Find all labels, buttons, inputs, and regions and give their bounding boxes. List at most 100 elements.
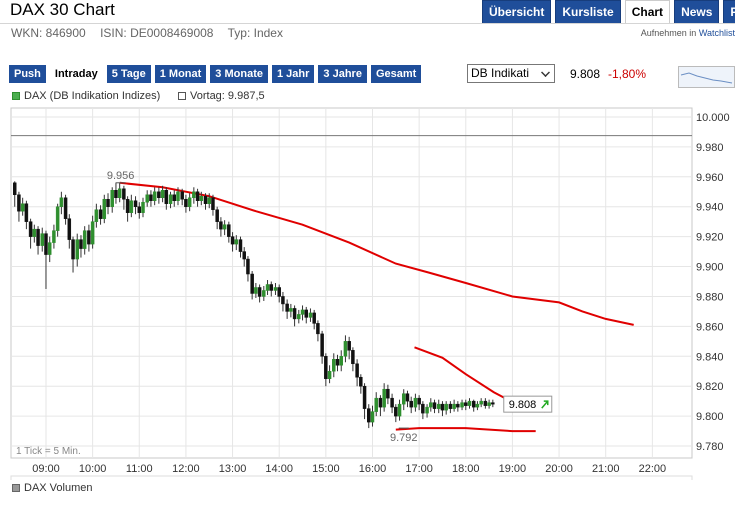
candle-body [378, 397, 383, 408]
candle-body [491, 402, 495, 405]
y-tick-label: 9.840 [696, 351, 724, 363]
candle-body [413, 397, 418, 408]
range-push[interactable]: Push [9, 65, 46, 83]
candle-body [238, 239, 243, 252]
candle-body [98, 209, 103, 219]
indicator-select[interactable]: DB Indikati [467, 64, 555, 83]
range-intraday[interactable]: Intraday [49, 65, 103, 83]
candle-body [464, 402, 468, 406]
candle-body [207, 197, 211, 204]
range-gesamt[interactable]: Gesamt [370, 65, 422, 83]
candle-body [281, 296, 285, 305]
mini-chart-graphic [680, 72, 733, 84]
tab-chart[interactable]: Chart [624, 0, 671, 24]
y-tick-label: 9.860 [696, 321, 724, 333]
legend-series[interactable]: DAX (DB Indikation Indizes) [12, 90, 160, 102]
candle-body [106, 198, 110, 207]
candle-body [316, 323, 320, 335]
candle-body [168, 194, 173, 204]
candle-body [436, 403, 441, 409]
tab-forum[interactable]: Fo [723, 0, 735, 24]
tab-news[interactable]: News [674, 0, 720, 24]
volume-panel-top [10, 475, 693, 480]
x-tick-label: 09:00 [32, 463, 60, 475]
candle-body [351, 350, 355, 365]
candle-body [292, 308, 297, 320]
watchlist-action[interactable]: Aufnehmen in Watchlist [641, 28, 735, 38]
candle-body [63, 197, 68, 219]
candle-body [246, 258, 250, 275]
candle-body [332, 359, 336, 372]
candle-body [297, 314, 301, 320]
candle-body [324, 356, 328, 379]
watchlist-link[interactable]: Watchlist [698, 28, 735, 38]
candle-body [24, 203, 29, 222]
candle-body [187, 197, 192, 207]
candle-body [227, 224, 231, 237]
candle-body [160, 190, 165, 198]
candle-body [367, 408, 371, 423]
candle-body [285, 303, 289, 312]
candle-body [467, 400, 472, 406]
isin-label: ISIN: DE0008469008 [100, 26, 214, 40]
candle-body [452, 403, 456, 409]
tab-uebersicht[interactable]: Übersicht [482, 0, 552, 24]
candle-body [405, 393, 410, 402]
candle-body [417, 397, 421, 405]
range-1-jahr[interactable]: 1 Jahr [271, 65, 315, 83]
mini-chart-thumbnail[interactable] [678, 66, 735, 88]
time-range-bar: Push Intraday 5 Tage 1 Monat 3 Monate 1 … [9, 65, 425, 83]
candle-body [335, 359, 340, 366]
candle-body [184, 198, 188, 207]
range-3-monate[interactable]: 3 Monate [210, 65, 268, 83]
price-chart[interactable]: 10.000 9.980 9.960 9.940 9.920 9.900 9.880 9.86… [0, 104, 735, 480]
candle-body [382, 388, 386, 408]
candle-body [362, 385, 367, 409]
x-tick-label: 11:00 [126, 463, 153, 475]
candle-body [456, 403, 460, 408]
candle-body [374, 397, 378, 412]
candle-body [448, 403, 453, 409]
candle-body [265, 284, 270, 291]
legend-previous-swatch [178, 92, 186, 100]
candle-body [471, 400, 476, 408]
legend-series-label: DAX (DB Indikation Indizes) [24, 90, 161, 102]
candle-body [257, 287, 262, 297]
last-value-box [503, 395, 553, 413]
candle-body [176, 191, 180, 201]
y-tick-label: 9.960 [696, 172, 724, 184]
instrument-meta: WKN: 846900 ISIN: DE0008469008 Typ: Inde… [11, 26, 294, 40]
range-5-tage[interactable]: 5 Tage [106, 65, 151, 83]
price-change: -1,80% [608, 67, 647, 81]
candle-body [327, 370, 332, 379]
y-tick-label: 9.900 [696, 262, 724, 274]
x-tick-label: 19:00 [499, 463, 527, 475]
range-3-jahre[interactable]: 3 Jahre [318, 65, 367, 83]
candle-body [110, 190, 114, 207]
up-arrow-icon [541, 400, 549, 409]
candle-body [429, 402, 433, 408]
legend-volume[interactable]: DAX Volumen [12, 482, 92, 494]
candle-body [343, 341, 348, 357]
candle-body [141, 201, 145, 213]
candle-body [234, 239, 239, 245]
watchlist-prefix: Aufnehmen in [640, 28, 697, 38]
candle-body [401, 393, 406, 405]
candle-body [79, 239, 83, 249]
x-tick-label: 16:00 [359, 463, 387, 475]
y-tick-label: 10.000 [696, 112, 730, 124]
candle-body [421, 403, 425, 414]
y-tick-label: 9.820 [696, 381, 724, 393]
candle-body [277, 287, 281, 297]
candle-body [444, 403, 448, 411]
candle-body [359, 376, 363, 387]
tab-kursliste[interactable]: Kursliste [555, 0, 621, 24]
candle-body [172, 194, 177, 201]
range-1-monat[interactable]: 1 Monat [154, 65, 207, 83]
candle-body [269, 284, 274, 291]
extreme-label: 9.792 [390, 432, 418, 444]
candle-body [137, 206, 142, 213]
legend-previous-close[interactable]: Vortag: 9.987,5 [178, 90, 265, 102]
tab-divider [0, 23, 735, 24]
